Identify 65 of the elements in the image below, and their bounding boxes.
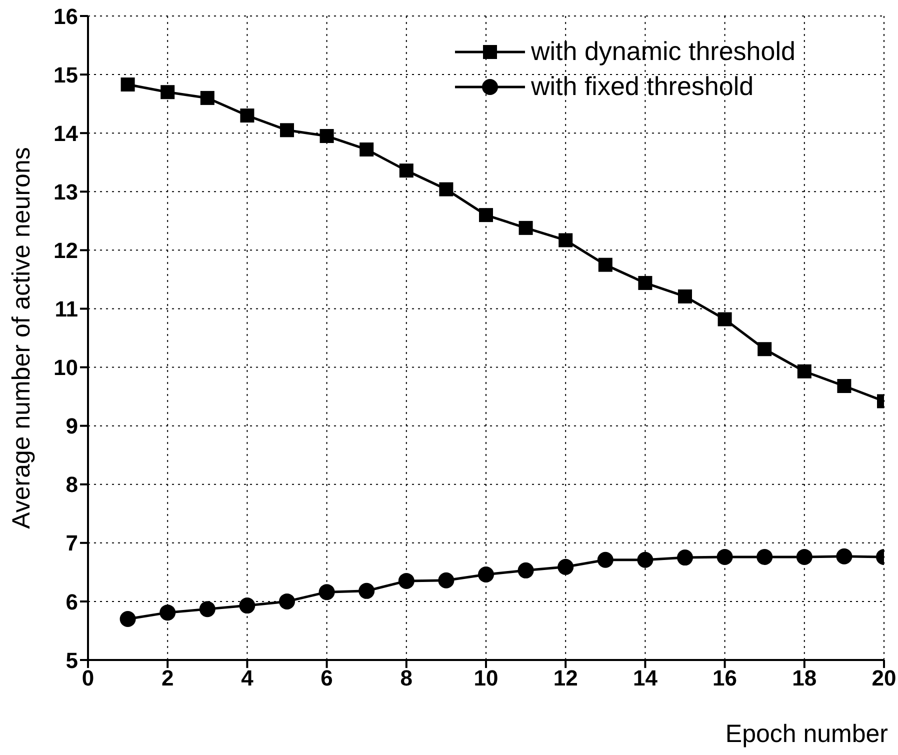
point [718,312,732,326]
y-tick-label: 15 [54,62,78,88]
x-axis-title: Epoch number [725,720,888,749]
point [598,258,612,272]
point [399,164,414,178]
point [160,85,175,100]
y-tick-label: 11 [54,296,78,322]
point [836,548,852,564]
point [758,342,772,356]
point [160,604,176,621]
point [558,233,573,248]
x-tick-label: 14 [632,666,658,691]
point [200,90,214,105]
point [637,552,654,568]
x-tick-label: 2 [161,666,174,691]
point [796,548,812,565]
point [678,289,692,304]
point [358,582,375,599]
y-tick-label: 14 [54,120,79,146]
point [756,548,773,565]
x-tick-label: 4 [241,666,254,691]
point [280,123,294,138]
point [398,572,414,589]
y-tick-label: 7 [66,530,78,556]
point [239,598,256,614]
point [558,558,574,575]
legend-label: with fixed threshold [531,71,754,102]
y-tick-label: 10 [54,355,78,380]
point [478,566,494,583]
y-tick-label: 12 [54,238,78,263]
x-tick-label: 12 [553,666,578,691]
point [360,142,374,156]
point [199,601,216,618]
point [439,182,454,196]
legend-label: with dynamic threshold [531,36,796,67]
y-tick-label: 8 [66,472,78,498]
point [279,593,295,610]
point [320,129,334,144]
point [240,108,254,123]
x-tick-label: 16 [712,666,738,691]
point [120,78,135,92]
y-tick-label: 9 [66,414,78,439]
x-tick-label: 20 [872,666,896,691]
point [120,611,136,628]
point [716,548,733,565]
x-tick-label: 18 [792,666,817,691]
point [518,562,534,578]
point [597,552,614,568]
x-tick-label: 0 [82,666,94,691]
y-tick-label: 6 [66,589,78,614]
point [797,364,812,378]
y-tick-label: 16 [54,4,78,29]
point [479,208,493,222]
y-axis-title: Average number of active neurons [8,147,36,529]
point [518,220,533,235]
point [638,276,652,290]
point [677,550,693,566]
point [318,584,335,600]
x-tick-label: 10 [474,666,498,691]
y-tick-label: 13 [54,179,78,204]
x-tick-label: 6 [320,666,333,691]
point [837,379,852,394]
point [438,572,454,588]
x-tick-label: 8 [400,666,413,691]
y-tick-label: 5 [66,648,78,673]
